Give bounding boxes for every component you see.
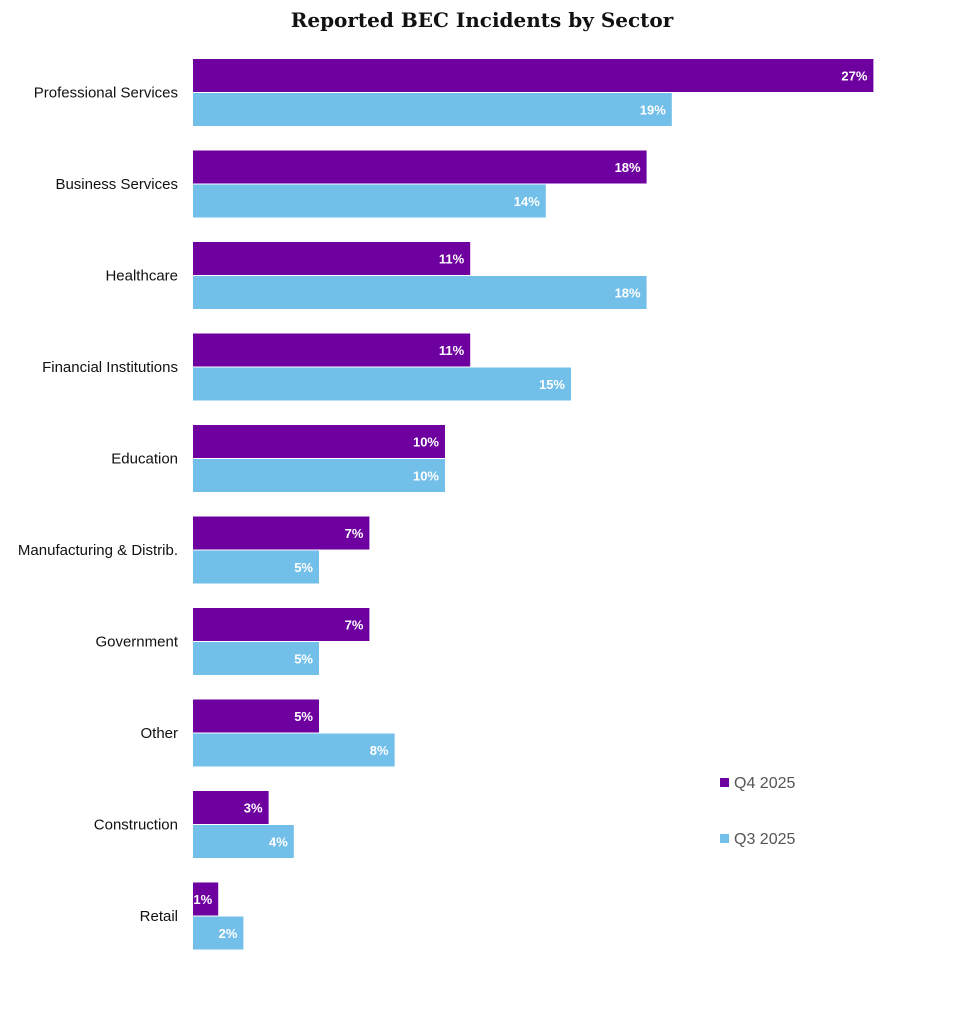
value-label-q4-2025-education: 10%	[413, 435, 439, 450]
bar-q3-2025-other	[193, 733, 395, 767]
value-label-q4-2025-manufacturing-and-distrib: 7%	[345, 526, 364, 541]
value-label-q4-2025-financial-institutions: 11%	[439, 343, 465, 358]
value-label-q4-2025-professional-services: 27%	[841, 69, 867, 84]
bar-q4-2025-retail	[193, 882, 219, 916]
legend-swatch-q4-2025	[720, 778, 729, 787]
bar-q3-2025-healthcare	[193, 276, 647, 309]
legend-label-q3-2025: Q3 2025	[734, 831, 795, 848]
bar-q4-2025-professional-services	[193, 59, 874, 92]
category-label-manufacturing-and-distrib: Manufacturing & Distrib.	[18, 542, 178, 559]
value-label-q3-2025-healthcare: 18%	[615, 286, 641, 301]
category-label-construction: Construction	[94, 817, 178, 834]
bar-q4-2025-education	[193, 425, 445, 458]
value-label-q3-2025-business-services: 14%	[514, 194, 540, 209]
bar-q4-2025-manufacturing-and-distrib	[193, 516, 370, 550]
bars: 27% 19% 18% 14% 11% 18% 11% 15% 10% 10% 7% 5% 7% 5% 5%…	[193, 59, 874, 950]
value-label-q3-2025-financial-institutions: 15%	[539, 377, 565, 392]
value-label-q3-2025-manufacturing-and-distrib: 5%	[294, 560, 313, 575]
bar-q3-2025-financial-institutions	[193, 367, 571, 401]
legend-swatch-q3-2025	[720, 834, 729, 843]
value-label-q3-2025-construction: 4%	[269, 835, 288, 850]
category-labels: Professional Services Business Services He…	[18, 85, 179, 926]
bar-q4-2025-construction	[193, 791, 269, 824]
bar-q3-2025-government	[193, 642, 319, 675]
value-label-q4-2025-healthcare: 11%	[439, 252, 465, 267]
value-label-q3-2025-education: 10%	[413, 469, 439, 484]
bar-q3-2025-retail	[193, 916, 244, 950]
bar-q3-2025-business-services	[193, 184, 546, 218]
category-label-other: Other	[140, 725, 178, 742]
bar-q4-2025-other	[193, 699, 319, 733]
value-label-q3-2025-retail: 2%	[219, 926, 238, 941]
legend-label-q4-2025: Q4 2025	[734, 775, 795, 792]
bar-q4-2025-healthcare	[193, 242, 471, 275]
bar-q4-2025-business-services	[193, 150, 647, 184]
value-label-q4-2025-other: 5%	[294, 709, 313, 724]
value-label-q4-2025-retail: 1%	[193, 892, 212, 907]
category-label-retail: Retail	[140, 908, 178, 925]
category-label-business-services: Business Services	[55, 176, 178, 193]
bar-q3-2025-construction	[193, 825, 294, 858]
category-label-healthcare: Healthcare	[105, 268, 178, 285]
bar-q3-2025-education	[193, 459, 445, 492]
value-label-q3-2025-government: 5%	[294, 652, 313, 667]
bar-q3-2025-professional-services	[193, 93, 672, 126]
value-label-q4-2025-construction: 3%	[244, 801, 263, 816]
value-label-q3-2025-other: 8%	[370, 743, 389, 758]
category-label-professional-services: Professional Services	[34, 85, 178, 102]
value-label-q4-2025-business-services: 18%	[615, 160, 641, 175]
category-label-education: Education	[111, 451, 178, 468]
bar-q4-2025-financial-institutions	[193, 333, 471, 367]
bar-q3-2025-manufacturing-and-distrib	[193, 550, 319, 584]
category-label-financial-institutions: Financial Institutions	[42, 359, 178, 376]
chart-title: Reported BEC Incidents by Sector	[291, 8, 674, 32]
bar-q4-2025-government	[193, 608, 370, 641]
category-label-government: Government	[95, 634, 178, 651]
value-label-q3-2025-professional-services: 19%	[640, 103, 666, 118]
legend: Q4 2025 Q3 2025	[720, 775, 795, 848]
value-label-q4-2025-government: 7%	[345, 618, 364, 633]
